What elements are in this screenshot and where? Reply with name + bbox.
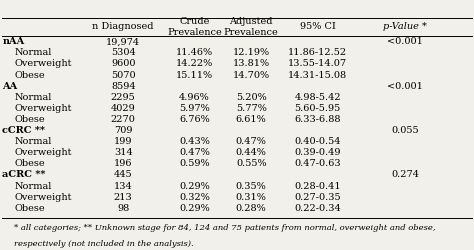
Text: 11.46%: 11.46%: [176, 48, 213, 58]
Text: 0.44%: 0.44%: [236, 148, 267, 157]
Text: Obese: Obese: [14, 115, 45, 124]
Text: Normal: Normal: [14, 93, 52, 102]
Text: Obese: Obese: [14, 70, 45, 80]
Text: Overweight: Overweight: [14, 60, 72, 68]
Text: Obese: Obese: [14, 159, 45, 168]
Text: 134: 134: [114, 182, 133, 190]
Text: 8594: 8594: [111, 82, 136, 91]
Text: 14.22%: 14.22%: [176, 60, 213, 68]
Text: respectively (not included in the analysis).: respectively (not included in the analys…: [14, 240, 194, 248]
Text: 0.274: 0.274: [391, 170, 419, 179]
Text: 5.60-5.95: 5.60-5.95: [294, 104, 341, 113]
Text: 199: 199: [114, 137, 133, 146]
Text: nAA: nAA: [2, 37, 25, 46]
Text: 0.59%: 0.59%: [179, 159, 210, 168]
Text: 4.98-5.42: 4.98-5.42: [294, 93, 341, 102]
Text: 0.47%: 0.47%: [179, 148, 210, 157]
Text: <0.001: <0.001: [387, 82, 423, 91]
Text: 19,974: 19,974: [106, 37, 140, 46]
Text: 5.97%: 5.97%: [179, 104, 210, 113]
Text: Overweight: Overweight: [14, 148, 72, 157]
Text: 9600: 9600: [111, 60, 136, 68]
Text: <0.001: <0.001: [387, 37, 423, 46]
Text: 98: 98: [117, 204, 129, 213]
Text: 6.61%: 6.61%: [236, 115, 266, 124]
Text: aCRC **: aCRC **: [2, 170, 46, 179]
Text: 13.81%: 13.81%: [233, 60, 270, 68]
Text: 12.19%: 12.19%: [233, 48, 270, 58]
Text: 0.29%: 0.29%: [179, 204, 210, 213]
Text: 0.28%: 0.28%: [236, 204, 266, 213]
Text: 4029: 4029: [111, 104, 136, 113]
Text: 196: 196: [114, 159, 133, 168]
Text: 4.96%: 4.96%: [179, 93, 210, 102]
Text: Normal: Normal: [14, 137, 52, 146]
Text: 13.55-14.07: 13.55-14.07: [288, 60, 347, 68]
Text: Normal: Normal: [14, 182, 52, 190]
Text: 0.43%: 0.43%: [179, 137, 210, 146]
Text: 14.70%: 14.70%: [233, 70, 270, 80]
Text: 0.55%: 0.55%: [236, 159, 266, 168]
Text: 6.33-6.88: 6.33-6.88: [294, 115, 341, 124]
Text: 314: 314: [114, 148, 133, 157]
Text: 5.77%: 5.77%: [236, 104, 267, 113]
Text: * all categories; ** Unknown stage for 84, 124 and 75 patients from normal, over: * all categories; ** Unknown stage for 8…: [14, 224, 436, 232]
Text: 709: 709: [114, 126, 133, 135]
Text: 0.28-0.41: 0.28-0.41: [294, 182, 341, 190]
Text: AA: AA: [2, 82, 18, 91]
Text: 0.35%: 0.35%: [236, 182, 266, 190]
Text: Crude
Prevalence: Crude Prevalence: [167, 17, 222, 36]
Text: 2295: 2295: [111, 93, 136, 102]
Text: n Diagnosed: n Diagnosed: [92, 22, 154, 31]
Text: Normal: Normal: [14, 48, 52, 58]
Text: Adjusted
Prevalence: Adjusted Prevalence: [224, 17, 279, 36]
Text: 0.29%: 0.29%: [179, 182, 210, 190]
Text: 0.31%: 0.31%: [236, 192, 267, 202]
Text: 0.47-0.63: 0.47-0.63: [294, 159, 341, 168]
Text: 11.86-12.52: 11.86-12.52: [288, 48, 347, 58]
Text: 0.39-0.49: 0.39-0.49: [294, 148, 341, 157]
Text: 95% CI: 95% CI: [300, 22, 336, 31]
Text: 0.27-0.35: 0.27-0.35: [294, 192, 341, 202]
Text: 0.32%: 0.32%: [179, 192, 210, 202]
Text: 213: 213: [114, 192, 133, 202]
Text: 0.47%: 0.47%: [236, 137, 267, 146]
Text: p-Value *: p-Value *: [383, 22, 427, 31]
Text: 5304: 5304: [111, 48, 136, 58]
Text: 445: 445: [114, 170, 133, 179]
Text: 2270: 2270: [111, 115, 136, 124]
Text: 0.40-0.54: 0.40-0.54: [294, 137, 341, 146]
Text: cCRC **: cCRC **: [2, 126, 45, 135]
Text: Obese: Obese: [14, 204, 45, 213]
Text: 0.22-0.34: 0.22-0.34: [294, 204, 341, 213]
Text: 6.76%: 6.76%: [179, 115, 210, 124]
Text: 5070: 5070: [111, 70, 136, 80]
Text: 15.11%: 15.11%: [176, 70, 213, 80]
Text: 0.055: 0.055: [392, 126, 419, 135]
Text: Overweight: Overweight: [14, 192, 72, 202]
Text: 14.31-15.08: 14.31-15.08: [288, 70, 347, 80]
Text: Overweight: Overweight: [14, 104, 72, 113]
Text: 5.20%: 5.20%: [236, 93, 266, 102]
